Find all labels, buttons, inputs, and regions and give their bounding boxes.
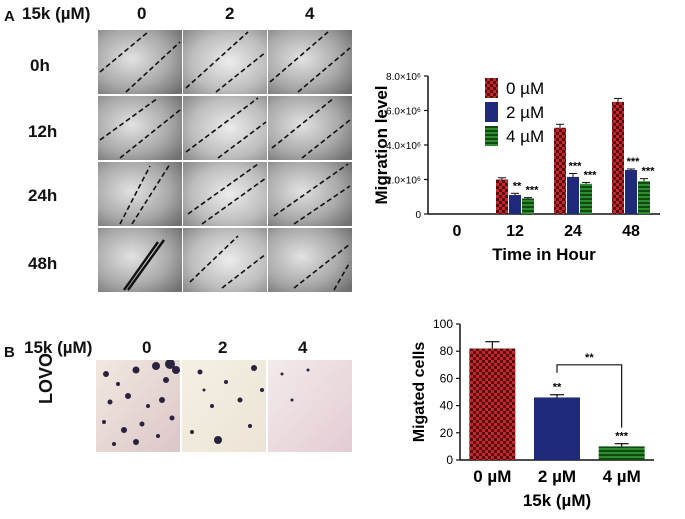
panel-a-conc-4: 4 — [305, 4, 315, 23]
x-tick-label: 0 — [453, 223, 462, 240]
bar-1-3 — [625, 170, 637, 214]
legend-label-2: 4 µM — [506, 127, 544, 146]
significance-marker: *** — [642, 166, 656, 178]
micrograph-0h-0 — [98, 30, 182, 94]
bar-2 — [598, 446, 645, 460]
y-tick-label: 0 — [446, 453, 453, 467]
y-tick-label: 80 — [440, 344, 454, 358]
timepoint-24h: 24h — [28, 186, 58, 205]
transwell-images — [96, 360, 352, 452]
bar-2-3 — [638, 181, 650, 214]
y-tick-label: 40 — [440, 399, 454, 413]
cell-line-label: LOVO — [36, 352, 56, 404]
significance-marker: *** — [627, 156, 641, 168]
micrograph-24h-2 — [183, 162, 267, 226]
bar-1-2 — [567, 176, 579, 214]
x-tick-label: 12 — [506, 223, 524, 240]
y-tick-label: 6.0×10⁶ — [386, 107, 421, 118]
y-tick-label: 100 — [433, 317, 453, 331]
legend-label-1: 2 µM — [506, 103, 544, 122]
timepoint-0h: 0h — [30, 56, 50, 75]
legend-swatch-1 — [485, 102, 498, 122]
micrograph-12h-2 — [183, 96, 267, 160]
bar-0-1 — [496, 179, 508, 214]
panel-b-conc-2: 2 — [218, 338, 228, 357]
migrated-cells-chart: 0 20 40 60 80 100 0 µM ** 2 µM *** 4 µM ** Migated c… — [411, 317, 654, 510]
significance-bracket — [556, 364, 623, 428]
y-tick-label: 0 — [415, 210, 421, 221]
panel-a-conc-0: 0 — [137, 4, 147, 23]
x-tick-label: 48 — [622, 223, 640, 240]
x-tick-label: 24 — [564, 223, 582, 240]
panel-a-letter: A — [4, 8, 15, 25]
panel-b-conc-4: 4 — [298, 338, 308, 357]
y-tick-label: 4.0×10⁶ — [386, 141, 421, 152]
bar-0-2 — [554, 127, 566, 214]
micrograph-12h-4 — [268, 96, 352, 160]
micrograph-12h-0 — [98, 96, 182, 160]
bar-2-2 — [580, 183, 592, 214]
micrograph-0h-4 — [268, 30, 352, 94]
y-tick-label: 2.0×10⁶ — [386, 176, 421, 187]
timepoint-48h: 48h — [28, 254, 58, 273]
bar-0 — [469, 348, 516, 460]
y-axis-title: Migration level — [372, 85, 391, 204]
micrograph-24h-4 — [268, 162, 352, 226]
y-tick-label: 60 — [440, 371, 454, 385]
significance-marker: ** — [513, 180, 522, 192]
bar-0-3 — [612, 101, 624, 214]
significance-marker: *** — [569, 160, 583, 172]
micrograph-48h-0 — [98, 228, 182, 292]
panel-b-letter: B — [4, 344, 15, 361]
x-tick-label: 4 µM — [603, 467, 641, 486]
wound-healing-micrographs — [98, 30, 352, 292]
y-axis-title: Migated cells — [411, 342, 428, 443]
significance-marker: *** — [526, 185, 540, 197]
micrograph-24h-0 — [98, 162, 182, 226]
bar-1-1 — [509, 195, 521, 214]
bar-1 — [534, 397, 580, 460]
legend-swatch-2 — [485, 126, 498, 146]
legend-label-0: 0 µM — [506, 79, 544, 98]
x-tick-label: 2 µM — [538, 467, 576, 486]
micrograph-48h-4 — [268, 228, 352, 292]
significance-marker: *** — [584, 169, 598, 181]
panel-b-conc-0: 0 — [142, 338, 152, 357]
bar-2-1 — [522, 198, 534, 214]
timepoint-12h: 12h — [28, 122, 58, 141]
panel-a-conc-2: 2 — [225, 4, 235, 23]
x-axis-title: Time in Hour — [492, 245, 596, 264]
panel-b-treatment-label: 15k (µM) — [24, 338, 93, 357]
x-axis-title: 15k (µM) — [523, 491, 591, 510]
migrated-cells-chart-group: 0 20 40 60 80 100 0 µM ** 2 µM *** 4 µM ** Migated c… — [411, 317, 654, 510]
transwell-image-0 — [96, 360, 180, 452]
significance-marker: *** — [615, 431, 629, 443]
legend-swatch-0 — [485, 78, 498, 98]
y-tick-label: 8.0×10⁶ — [386, 72, 421, 83]
panel-a-treatment-label: 15k (µM) — [22, 4, 91, 23]
significance-marker: ** — [553, 382, 562, 394]
bracket-label: ** — [585, 352, 594, 364]
micrograph-48h-2 — [183, 228, 267, 292]
y-tick-label: 20 — [440, 426, 454, 440]
transwell-image-2 — [182, 360, 266, 452]
micrograph-0h-2 — [183, 30, 267, 94]
x-tick-label: 0 µM — [473, 467, 511, 486]
